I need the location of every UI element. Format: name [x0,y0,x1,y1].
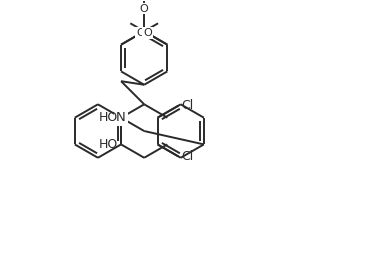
Text: O: O [140,4,148,14]
Text: HO: HO [99,138,118,151]
Text: Cl: Cl [181,150,194,163]
Text: N: N [116,111,126,124]
Text: O: O [143,28,152,38]
Text: O: O [137,28,145,38]
Text: Cl: Cl [181,99,194,112]
Text: HO: HO [99,111,118,124]
